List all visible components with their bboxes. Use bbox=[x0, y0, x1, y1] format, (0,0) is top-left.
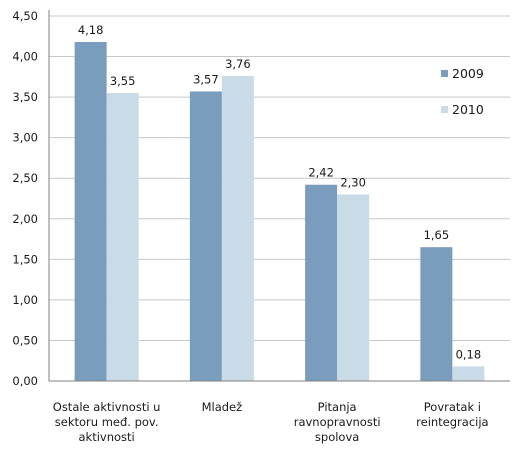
x-category-label: sektoru međ. pov. bbox=[55, 415, 159, 429]
y-tick-label: 2,00 bbox=[12, 212, 38, 226]
legend: 2009 2010 bbox=[441, 66, 484, 117]
y-tick-label: 3,50 bbox=[12, 90, 38, 104]
y-tick-label: 2,50 bbox=[12, 171, 38, 185]
legend-swatch-2010 bbox=[441, 106, 448, 113]
x-category-label: Ostale aktivnosti u bbox=[53, 400, 161, 414]
y-tick-label: 3,00 bbox=[12, 131, 38, 145]
bar-2010-0 bbox=[106, 93, 139, 382]
bar-2009-3 bbox=[420, 247, 453, 381]
x-category-label: Mladež bbox=[202, 400, 243, 414]
axes: 0,00 0,50 1,00 1,50 2,00 2,50 3,00 3,50 4,00 4,50… bbox=[12, 9, 510, 444]
bar-2010-2 bbox=[337, 194, 370, 381]
y-tick-label: 1,00 bbox=[12, 293, 38, 307]
x-category-label: reintegracija bbox=[416, 415, 488, 429]
x-category-label: Pitanja bbox=[318, 400, 357, 414]
x-category-label: Povratak i bbox=[424, 400, 481, 414]
y-tick-label: 4,00 bbox=[12, 50, 38, 64]
legend-label-2010: 2010 bbox=[452, 102, 484, 117]
legend-swatch-2009 bbox=[441, 70, 448, 77]
data-label-2009-2: 2,42 bbox=[308, 166, 334, 180]
x-category-label: spolova bbox=[315, 430, 359, 444]
bar-2010-1 bbox=[221, 76, 254, 382]
data-label-2010-1: 3,76 bbox=[225, 57, 251, 71]
data-label-2009-1: 3,57 bbox=[193, 72, 219, 86]
bar-2009-0 bbox=[74, 41, 107, 381]
bar-2010-3 bbox=[452, 366, 485, 381]
x-category-label: ravnopravnosti bbox=[294, 415, 381, 429]
y-tick-label: 0,00 bbox=[12, 374, 38, 388]
data-label-2010-2: 2,30 bbox=[340, 175, 366, 189]
legend-label-2009: 2009 bbox=[452, 66, 484, 81]
y-tick-label: 0,50 bbox=[12, 333, 38, 347]
data-label-2010-3: 0,18 bbox=[456, 347, 482, 361]
data-label-2009-3: 1,65 bbox=[424, 228, 450, 242]
data-label-2009-0: 4,18 bbox=[78, 23, 104, 37]
data-label-2010-0: 3,55 bbox=[110, 74, 136, 88]
y-tick-label: 4,50 bbox=[12, 9, 38, 23]
x-category-label: aktivnosti bbox=[79, 430, 135, 444]
bar-2009-1 bbox=[189, 91, 222, 381]
bars: 4,18 3,55 3,57 3,76 2,42 2,30 1,65 0,18 bbox=[74, 23, 485, 382]
bar-2009-2 bbox=[305, 184, 338, 381]
y-tick-label: 1,50 bbox=[12, 252, 38, 266]
